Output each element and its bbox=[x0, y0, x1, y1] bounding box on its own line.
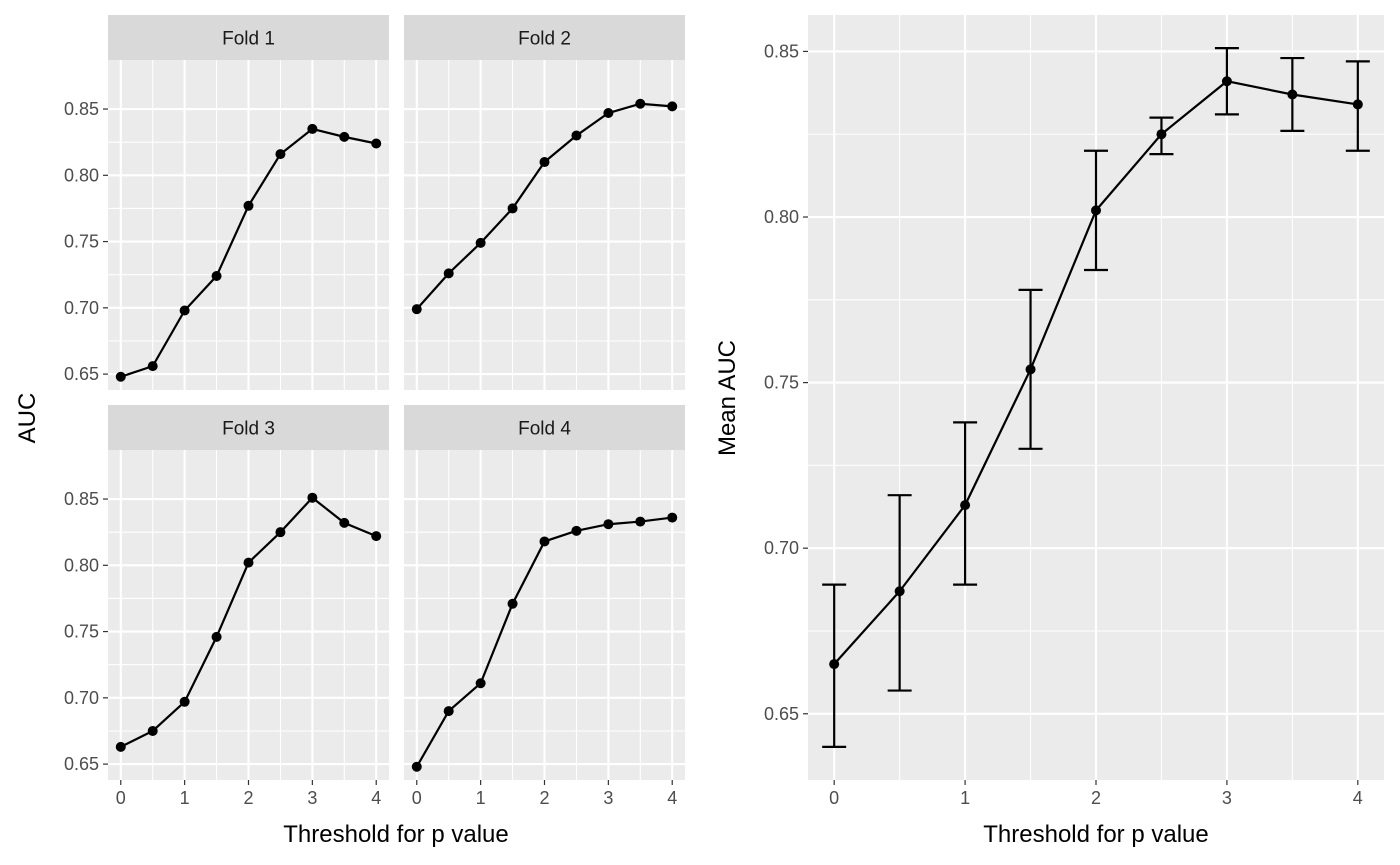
fold-series-point bbox=[339, 131, 350, 142]
fold-series-point bbox=[411, 761, 422, 772]
y-tick-label: 0.65 bbox=[64, 364, 99, 384]
y-tick-label: 0.75 bbox=[64, 232, 99, 252]
facet-panel: Fold 4 0 1 2 3 4 bbox=[404, 405, 685, 808]
x-tick-label: 3 bbox=[603, 788, 613, 808]
fold-series-point bbox=[371, 531, 382, 542]
facet-panel: Fold 3 0.65 0.70 0.75 0.80 0.85 0 1 2 3 4 bbox=[64, 405, 389, 808]
x-tick-label: 2 bbox=[539, 788, 549, 808]
fold-series-point bbox=[243, 557, 254, 568]
x-tick-label: 3 bbox=[1222, 788, 1232, 808]
facet-strip bbox=[404, 15, 685, 60]
fold-series-point bbox=[571, 525, 582, 536]
mean-auc-series-point bbox=[1287, 89, 1298, 100]
y-tick-label: 0.70 bbox=[764, 538, 799, 558]
y-tick-label: 0.75 bbox=[64, 622, 99, 642]
fold-series-point bbox=[475, 678, 486, 689]
fold-series-point bbox=[211, 631, 222, 642]
mean-auc-series-point bbox=[1156, 129, 1167, 140]
y-tick-label: 0.75 bbox=[764, 373, 799, 393]
facet-strip-label: Fold 4 bbox=[518, 419, 571, 440]
fold-series-point bbox=[635, 516, 646, 527]
fold-series-point bbox=[571, 130, 582, 141]
fold-series-point bbox=[539, 157, 550, 168]
facet-strip-label: Fold 2 bbox=[518, 29, 571, 50]
mean-auc-series-point bbox=[894, 586, 905, 597]
facet-panel: Fold 2 bbox=[404, 15, 685, 390]
facet-strip-label: Fold 1 bbox=[222, 29, 275, 50]
fold-series-point bbox=[411, 304, 422, 315]
fold-series-point bbox=[307, 492, 318, 503]
fold-series-point bbox=[339, 517, 350, 528]
fold-series-point bbox=[443, 268, 454, 279]
mean-auc-series-point bbox=[1091, 205, 1101, 216]
fold-series-point bbox=[275, 527, 286, 538]
y-tick-label: 0.70 bbox=[64, 688, 99, 708]
x-tick-label: 4 bbox=[371, 788, 381, 808]
fold-series-point bbox=[243, 200, 254, 211]
mean-auc-series-point bbox=[1025, 364, 1036, 375]
mean-auc-series-point bbox=[1352, 99, 1363, 110]
mean-y-axis-title: Mean AUC bbox=[714, 340, 741, 456]
y-tick-label: 0.80 bbox=[764, 207, 799, 227]
fold-series-point bbox=[115, 741, 126, 752]
x-tick-label: 1 bbox=[476, 788, 486, 808]
fold-series-point bbox=[371, 138, 382, 149]
x-tick-label: 4 bbox=[1353, 788, 1363, 808]
mean-auc-series-point bbox=[829, 659, 840, 670]
fold-series-point bbox=[667, 512, 678, 523]
fold-series-point bbox=[667, 101, 678, 112]
y-tick-label: 0.80 bbox=[64, 555, 99, 575]
facet-panel: Fold 1 0.65 0.70 0.75 0.80 0.85 bbox=[64, 15, 389, 390]
y-tick-label: 0.85 bbox=[64, 489, 99, 509]
fold-series-point bbox=[603, 519, 614, 530]
mean-auc-series-point bbox=[1221, 76, 1232, 87]
facet-chart: Fold 1 0.65 0.70 0.75 0.80 0.85 Fold 2 Fold 3 0.… bbox=[64, 15, 685, 808]
x-tick-label: 3 bbox=[307, 788, 317, 808]
x-tick-label: 4 bbox=[667, 788, 677, 808]
mean-auc-series-point bbox=[960, 500, 971, 511]
fold-series-point bbox=[475, 237, 486, 248]
x-tick-label: 1 bbox=[960, 788, 970, 808]
fold-series-point bbox=[635, 98, 646, 109]
fold-series-point bbox=[307, 123, 318, 134]
x-tick-label: 1 bbox=[180, 788, 190, 808]
fold-series-point bbox=[211, 271, 222, 282]
fold-series-point bbox=[539, 536, 550, 547]
fold-series-point bbox=[179, 696, 190, 707]
x-tick-label: 0 bbox=[412, 788, 422, 808]
y-tick-label: 0.80 bbox=[64, 165, 99, 185]
x-tick-label: 0 bbox=[829, 788, 839, 808]
x-tick-label: 2 bbox=[243, 788, 253, 808]
y-tick-label: 0.85 bbox=[764, 41, 799, 61]
fold-series-point bbox=[275, 149, 286, 160]
y-tick-label: 0.65 bbox=[64, 754, 99, 774]
fold-series-point bbox=[179, 305, 190, 316]
fold-series-point bbox=[507, 598, 518, 609]
facet-strip bbox=[404, 405, 685, 450]
facet-x-axis-title: Threshold for p value bbox=[283, 821, 508, 848]
x-tick-label: 0 bbox=[116, 788, 126, 808]
fold-series-point bbox=[147, 725, 158, 736]
facet-strip-label: Fold 3 bbox=[222, 419, 275, 440]
mean-auc-chart: 0.65 0.70 0.75 0.80 0.85 0 1 2 3 4 bbox=[764, 15, 1384, 808]
fold-series-point bbox=[603, 108, 614, 119]
facet-strip bbox=[108, 15, 389, 60]
fold-series-point bbox=[507, 203, 518, 214]
y-tick-label: 0.70 bbox=[64, 298, 99, 318]
fold-series-point bbox=[115, 371, 126, 382]
mean-x-axis-title: Threshold for p value bbox=[983, 821, 1208, 848]
fold-series-point bbox=[147, 361, 158, 372]
facet-strip bbox=[108, 405, 389, 450]
y-tick-label: 0.65 bbox=[764, 704, 799, 724]
facet-y-axis-title: AUC bbox=[14, 393, 41, 444]
y-tick-label: 0.85 bbox=[64, 99, 99, 119]
fold-series-point bbox=[443, 706, 454, 717]
x-tick-label: 2 bbox=[1091, 788, 1101, 808]
